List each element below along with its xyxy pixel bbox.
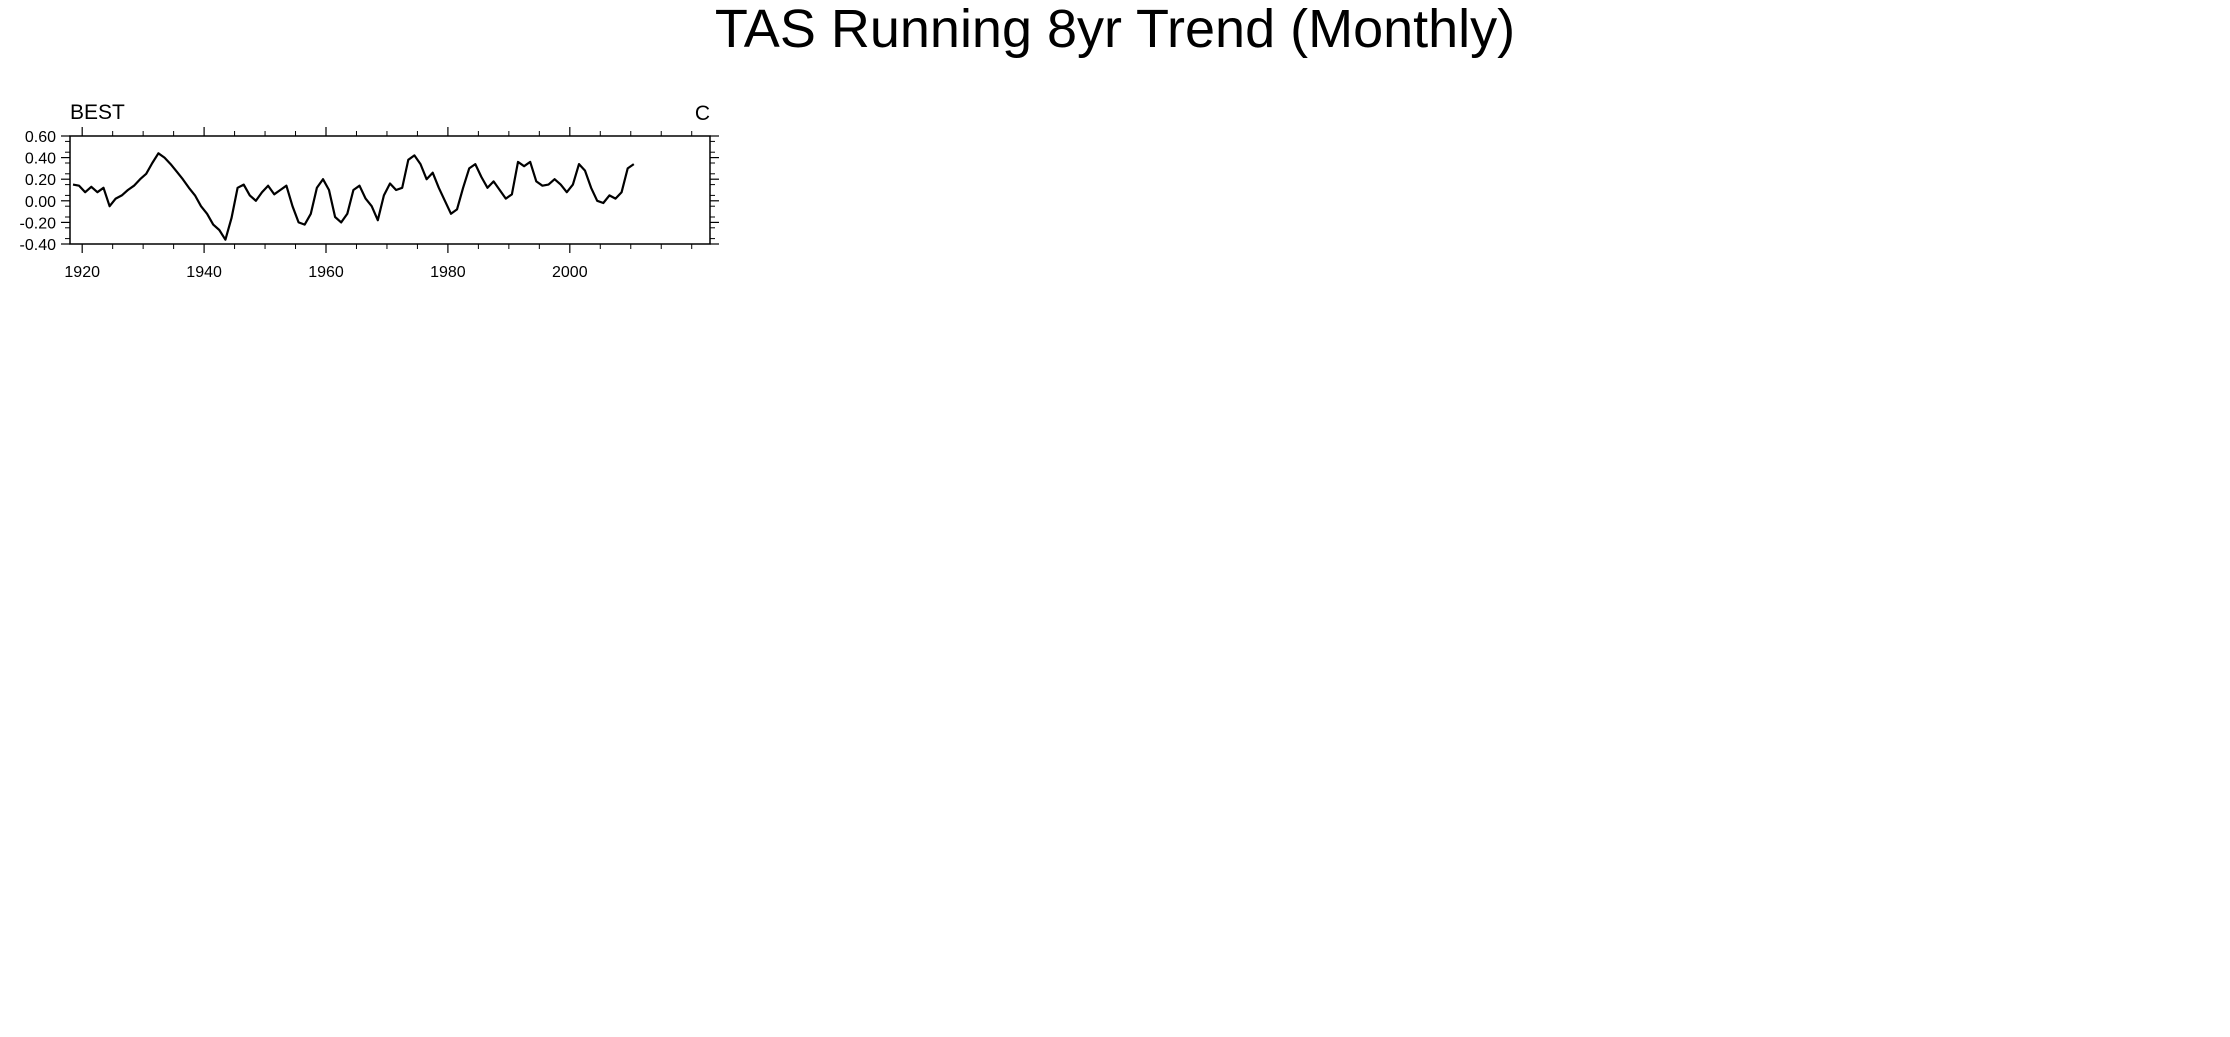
y-tick-label: 0.00 xyxy=(25,194,56,211)
y-tick-label: 0.20 xyxy=(25,172,56,189)
panel-units: C xyxy=(695,102,710,125)
y-tick-label: 0.60 xyxy=(25,129,56,146)
series-layer xyxy=(72,152,635,241)
figure-title: TAS Running 8yr Trend (Monthly) xyxy=(714,0,1516,59)
x-tick-label: 1940 xyxy=(186,264,222,281)
y-tick-label: -0.20 xyxy=(20,215,57,232)
x-tick-label: 1960 xyxy=(308,264,344,281)
x-axis: 1920 1940 1960 1980 2000 xyxy=(64,127,693,281)
plot-frame xyxy=(69,135,711,245)
series-line xyxy=(72,152,635,241)
x-tick-label: 2000 xyxy=(552,264,588,281)
x-tick-label: 1920 xyxy=(64,264,100,281)
y-axis: -0.40 -0.20 0.00 0.20 0.40 0.60 xyxy=(20,129,719,254)
y-tick-label: -0.40 xyxy=(20,237,57,254)
x-tick-label: 1980 xyxy=(430,264,466,281)
panel-title: BEST xyxy=(70,101,125,124)
y-tick-label: 0.40 xyxy=(25,151,56,168)
